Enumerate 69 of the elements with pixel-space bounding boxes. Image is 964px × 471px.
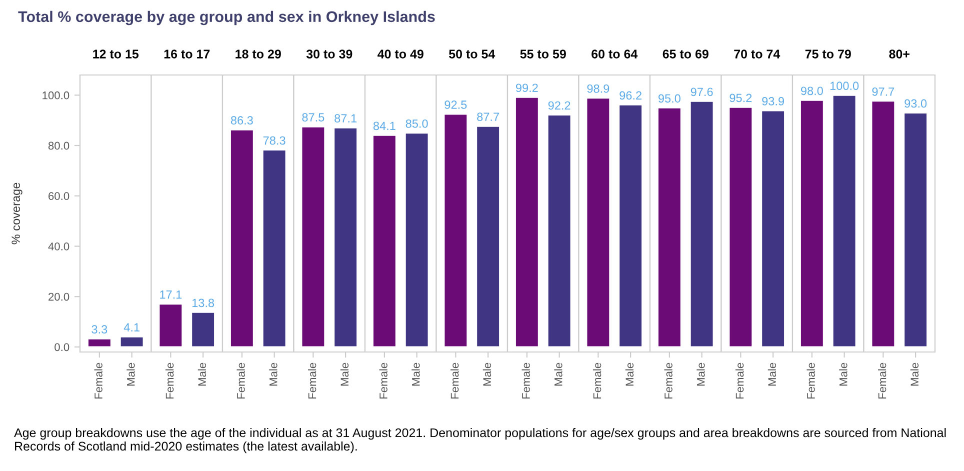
data-label: 97.7 bbox=[872, 87, 894, 96]
y-tick-label: 20.0 bbox=[48, 292, 70, 301]
x-tick-label: Female bbox=[736, 362, 744, 399]
data-label: 96.2 bbox=[620, 91, 642, 100]
chart-title: 75 to 79 bbox=[805, 50, 851, 58]
chart-title: 55 to 59 bbox=[520, 50, 566, 58]
x-tick-label: Male bbox=[198, 362, 206, 386]
chart-title: 40 to 49 bbox=[378, 50, 424, 58]
data-label: 92.5 bbox=[444, 100, 467, 109]
y-tick-label: 60.0 bbox=[48, 192, 70, 200]
data-label: 86.3 bbox=[230, 116, 253, 125]
x-tick-label: Male bbox=[412, 362, 420, 386]
chart-title: 70 to 74 bbox=[734, 50, 780, 58]
x-tick-label: Male bbox=[696, 362, 705, 386]
data-label: 78.3 bbox=[263, 136, 286, 145]
x-tick-label: Female bbox=[593, 362, 602, 399]
x-tick-label: Female bbox=[878, 362, 886, 399]
data-label: 98.9 bbox=[587, 84, 610, 93]
chart-title: 65 to 69 bbox=[662, 50, 708, 58]
data-label: 87.7 bbox=[477, 112, 499, 122]
data-label: 95.0 bbox=[658, 94, 680, 103]
data-label: 87.1 bbox=[334, 114, 356, 123]
x-tick-label: Female bbox=[522, 362, 530, 399]
x-tick-label: Female bbox=[94, 362, 102, 399]
y-tick-label: 100.0 bbox=[42, 91, 70, 100]
x-tick-label: Female bbox=[806, 362, 815, 399]
x-tick-label: Male bbox=[768, 362, 776, 386]
chart-title: 16 to 17 bbox=[164, 50, 210, 58]
text: Total % coverage by age group and sex in Orkney Islands bbox=[18, 10, 435, 26]
chart-title: 18 to 29 bbox=[236, 50, 281, 58]
chart-title: 60 to 64 bbox=[592, 50, 638, 58]
data-label: 93.9 bbox=[762, 97, 784, 106]
x-tick-label: Male bbox=[625, 362, 634, 386]
x-tick-label: Female bbox=[236, 362, 245, 399]
data-label: 4.1 bbox=[124, 323, 140, 332]
data-label: 97.6 bbox=[690, 88, 713, 96]
chart-title: 80+ bbox=[889, 50, 910, 58]
data-label: 95.2 bbox=[730, 94, 752, 102]
x-tick-label: Male bbox=[554, 362, 562, 386]
x-tick-label: Male bbox=[126, 362, 135, 386]
data-label: 13.8 bbox=[192, 298, 214, 308]
x-tick-label: Female bbox=[379, 362, 388, 399]
x-tick-label: Male bbox=[839, 362, 848, 386]
x-tick-label: Female bbox=[664, 362, 672, 399]
data-label: 87.5 bbox=[302, 113, 324, 122]
y-tick-label: 80.0 bbox=[48, 142, 70, 150]
x-tick-label: Male bbox=[482, 362, 492, 386]
data-label: 85.0 bbox=[406, 119, 428, 128]
data-label: 84.1 bbox=[373, 122, 396, 130]
x-tick-label: Female bbox=[166, 362, 174, 399]
data-label: 93.0 bbox=[904, 99, 927, 108]
chart-title: 12 to 15 bbox=[93, 50, 139, 58]
data-label: 92.2 bbox=[548, 101, 570, 110]
text: Age group breakdowns use the age of the individual as at 31 August 2021. Denominator populations for age/sex groups and area breakdowns are sourced from National Records of Scotland mid-2020 estimates (the latest available). bbox=[14, 428, 946, 454]
y-tick-label: 0.0 bbox=[54, 343, 70, 352]
y-axis-title: % coverage bbox=[12, 182, 22, 244]
x-tick-label: Female bbox=[450, 362, 459, 399]
data-label: 3.3 bbox=[92, 325, 108, 334]
data-label: 99.2 bbox=[516, 84, 538, 92]
chart-title: 50 to 54 bbox=[448, 50, 496, 58]
chart-title: 30 to 39 bbox=[306, 50, 352, 58]
x-tick-label: Male bbox=[910, 362, 919, 386]
x-tick-label: Female bbox=[308, 362, 316, 399]
x-tick-label: Male bbox=[269, 362, 278, 386]
y-tick-label: 40.0 bbox=[48, 242, 70, 250]
data-label: 100.0 bbox=[830, 82, 859, 90]
x-tick-label: Male bbox=[340, 362, 349, 386]
data-label: 98.0 bbox=[801, 86, 823, 96]
data-label: 17.1 bbox=[160, 290, 182, 299]
